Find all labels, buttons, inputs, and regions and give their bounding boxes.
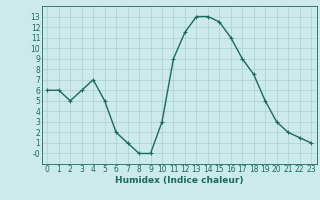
X-axis label: Humidex (Indice chaleur): Humidex (Indice chaleur) [115,176,244,185]
